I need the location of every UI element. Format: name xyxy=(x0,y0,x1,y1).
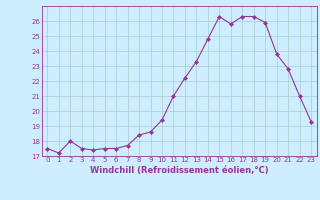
X-axis label: Windchill (Refroidissement éolien,°C): Windchill (Refroidissement éolien,°C) xyxy=(90,166,268,175)
